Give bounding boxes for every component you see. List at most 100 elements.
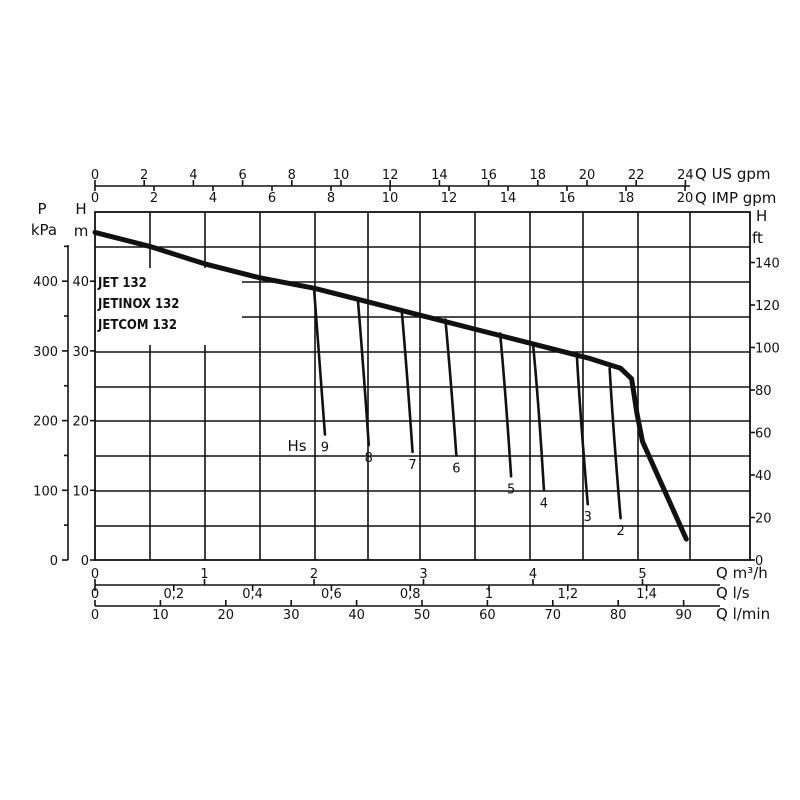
- lmin-tick-label: 10: [152, 608, 169, 623]
- us-gpm-tick-label: 6: [238, 168, 246, 183]
- kpa-tick-label: 100: [33, 484, 58, 499]
- branch-label-3: 3: [584, 510, 592, 525]
- imp-gpm-tick-label: 6: [268, 191, 276, 206]
- hs-label: Hs: [287, 437, 306, 455]
- main-head-curve: [92, 229, 689, 542]
- suction-branch-6: [444, 318, 458, 457]
- branch-label-8: 8: [365, 451, 373, 466]
- m3h-tick-label: 2: [310, 567, 318, 582]
- lmin-tick-label: 90: [675, 608, 692, 623]
- us-gpm-tick-label: 0: [91, 168, 99, 183]
- lmin-tick-label: 80: [610, 608, 627, 623]
- m3h-tick-label: 3: [419, 567, 427, 582]
- model-name: JET 132: [97, 276, 147, 291]
- us-gpm-tick-label: 2: [140, 168, 148, 183]
- lmin-tick-label: 60: [479, 608, 496, 623]
- model-name: JETINOX 132: [97, 297, 179, 312]
- h-m-axis-label-unit: m: [74, 222, 89, 240]
- model-box-bg: [96, 268, 242, 345]
- h-ft-tick-label: 120: [755, 299, 780, 314]
- branch-label-7: 7: [408, 458, 416, 473]
- h-ft-tick-label: 40: [755, 469, 772, 484]
- imp-gpm-tick-label: 0: [91, 191, 99, 206]
- imp-gpm-tick-label: 16: [559, 191, 576, 206]
- h-ft-axis-label-h: H: [756, 207, 767, 225]
- branch-label-9: 9: [321, 441, 329, 456]
- h-m-tick-label: 20: [72, 415, 89, 430]
- suction-branch-3: [575, 353, 590, 506]
- branch-label-4: 4: [540, 496, 548, 511]
- m3h-axis-label: Q m³/h: [716, 564, 768, 582]
- imp-gpm-tick-label: 12: [441, 191, 458, 206]
- h-ft-tick-label: 60: [755, 427, 772, 442]
- m3h-tick-label: 0: [91, 567, 99, 582]
- plot-frame: [94, 211, 751, 561]
- imp-gpm-axis-label: Q IMP gpm: [695, 189, 776, 207]
- h-m-tick-label: 40: [72, 275, 89, 290]
- lmin-tick-label: 70: [545, 608, 562, 623]
- imp-gpm-tick-label: 8: [327, 191, 335, 206]
- imp-gpm-tick-label: 20: [677, 191, 694, 206]
- imp-gpm-tick-label: 14: [500, 191, 517, 206]
- imp-gpm-tick-label: 10: [382, 191, 399, 206]
- h-m-tick-label: 0: [81, 554, 89, 569]
- us-gpm-tick-label: 4: [189, 168, 197, 183]
- labels: 9 8 7 6 5 4 3 2 Hs: [287, 437, 624, 539]
- us-gpm-tick-label: 18: [530, 168, 547, 183]
- kpa-axis-label-p: P: [37, 200, 46, 218]
- m3h-tick-label: 5: [638, 567, 646, 582]
- m3h-tick-label: 4: [529, 567, 537, 582]
- m3h-tick-label: 1: [200, 567, 208, 582]
- us-gpm-tick-label: 22: [628, 168, 645, 183]
- ls-tick-label: 1: [485, 587, 493, 602]
- lmin-tick-label: 30: [283, 608, 300, 623]
- h-ft-tick-label: 100: [755, 342, 780, 357]
- kpa-tick-label: 300: [33, 345, 58, 360]
- h-ft-tick-label: 20: [755, 512, 772, 527]
- ls-tick-label: 0: [91, 587, 99, 602]
- ls-axis-label: Q l/s: [716, 584, 750, 602]
- branch-label-2: 2: [616, 524, 624, 539]
- us-gpm-tick-label: 16: [480, 168, 497, 183]
- h-m-tick-label: 10: [72, 484, 89, 499]
- imp-gpm-tick-label: 18: [618, 191, 635, 206]
- suction-branch-4: [531, 342, 546, 492]
- ls-tick-label: 1,4: [636, 587, 657, 602]
- ls-tick-label: 1,2: [557, 587, 578, 602]
- lmin-tick-label: 20: [218, 608, 235, 623]
- ls-tick-label: 0,2: [163, 587, 184, 602]
- branch-label-6: 6: [452, 461, 460, 476]
- ls-tick-label: 0,6: [321, 587, 342, 602]
- lmin-axis-label: Q l/min: [716, 605, 770, 623]
- suction-branch-2: [608, 367, 622, 520]
- h-m-axis-label-h: H: [75, 200, 86, 218]
- us-gpm-tick-label: 10: [333, 168, 350, 183]
- h-ft-axis-label-unit: ft: [752, 229, 763, 247]
- curves: [92, 229, 689, 542]
- h-ft-tick-label: 0: [755, 554, 763, 569]
- ls-tick-label: 0,8: [400, 587, 421, 602]
- kpa-tick-label: 200: [33, 415, 58, 430]
- us-gpm-tick-label: 20: [579, 168, 596, 183]
- lmin-tick-label: 50: [414, 608, 431, 623]
- kpa-tick-label: 0: [50, 554, 58, 569]
- branch-label-5: 5: [507, 482, 515, 497]
- lmin-tick-label: 40: [348, 608, 365, 623]
- kpa-axis-label-unit: kPa: [31, 221, 57, 239]
- suction-branch-9: [312, 286, 327, 436]
- model-name: JETCOM 132: [97, 318, 177, 333]
- h-m-tick-label: 30: [72, 345, 89, 360]
- imp-gpm-tick-label: 4: [209, 191, 217, 206]
- us-gpm-tick-label: 24: [677, 168, 694, 183]
- kpa-tick-label: 400: [33, 275, 58, 290]
- suction-branch-8: [356, 297, 371, 447]
- us-gpm-tick-label: 14: [431, 168, 448, 183]
- us-gpm-tick-label: 8: [288, 168, 296, 183]
- ls-tick-label: 0,4: [242, 587, 263, 602]
- h-ft-tick-label: 140: [755, 257, 780, 272]
- h-ft-tick-label: 80: [755, 384, 772, 399]
- us-gpm-tick-label: 12: [382, 168, 399, 183]
- suction-branch-5: [498, 332, 513, 478]
